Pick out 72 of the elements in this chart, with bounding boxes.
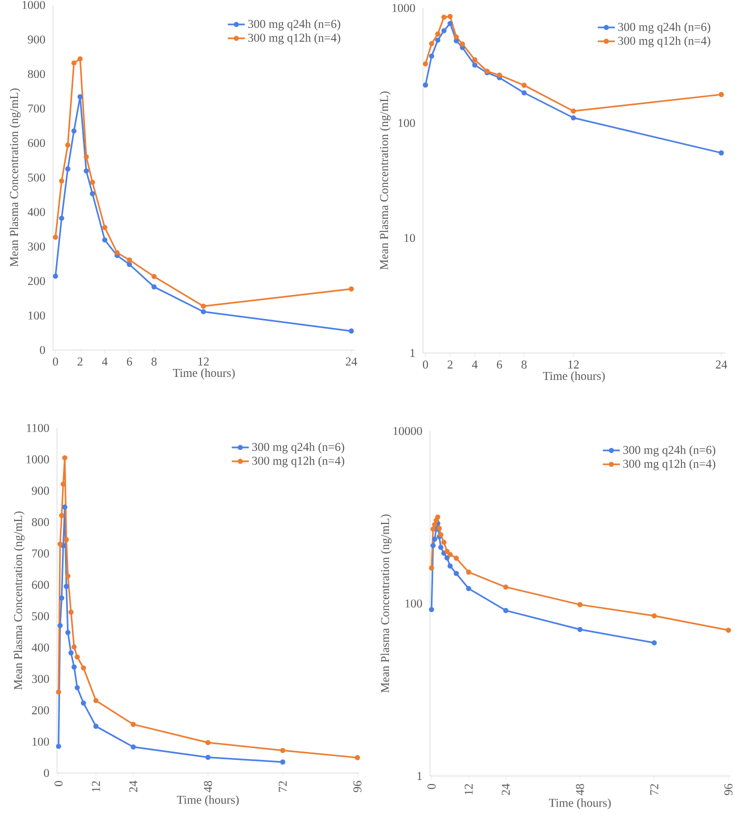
y-tick-label: 1 [418, 772, 422, 780]
x-tick-label: 96 [724, 784, 732, 796]
x-axis-title: Time (hours) [172, 368, 235, 380]
x-tick-label: 24 [346, 358, 358, 366]
y-tick-label: 600 [32, 580, 50, 589]
y-axis-title: Mean Plasma Concentration (ng/mL) [14, 512, 25, 690]
x-tick-label: 12 [464, 784, 473, 794]
legend-label: 300 mg q12h (n=4) [623, 459, 716, 470]
x-tick-label: 48 [576, 784, 584, 796]
y-tick-label: 1000 [22, 0, 45, 10]
y-tick-label: 100 [28, 311, 45, 320]
y-tick-label: 500 [28, 173, 45, 182]
x-tick-label: 48 [204, 780, 212, 792]
x-tick-label: 8 [152, 358, 157, 366]
legend-label: 300 mg q12h (n=4) [248, 33, 340, 44]
x-tick-label: 24 [716, 360, 728, 368]
legend-label: 300 mg q24h (n=6) [248, 20, 340, 30]
x-tick-label: 12 [568, 360, 579, 368]
x-tick-label: 8 [522, 360, 527, 369]
x-axis-title: Time (hours) [542, 371, 605, 382]
x-tick-label: 72 [278, 781, 287, 792]
y-tick-label: 10 [404, 234, 415, 242]
y-tick-label: 400 [28, 208, 45, 216]
x-tick-label: 0 [54, 780, 63, 786]
x-tick-label: 4 [472, 360, 478, 368]
x-tick-label: 72 [650, 784, 658, 795]
x-tick-label: 0 [422, 360, 428, 369]
x-tick-label: 4 [102, 358, 108, 366]
x-tick-label: 2 [448, 360, 452, 368]
x-tick-label: 96 [353, 780, 362, 792]
y-tick-label: 800 [32, 518, 50, 526]
legend-label: 300 mg q24h (n=6) [623, 446, 716, 456]
y-axis-title: Mean Plasma Concentration (ng/mL) [10, 88, 21, 267]
y-tick-label: 300 [28, 242, 45, 251]
x-axis-title: Time (hours) [176, 795, 239, 806]
y-tick-label: 600 [28, 138, 45, 148]
y-tick-label: 100 [398, 118, 415, 128]
legend-label: 300 mg q24h (n=6) [618, 22, 710, 34]
y-tick-label: 200 [28, 276, 45, 286]
x-tick-label: 2 [78, 358, 82, 366]
x-tick-label: 12 [198, 358, 209, 366]
y-tick-label: 1000 [392, 4, 415, 12]
legend-label: 300 mg q12h (n=4) [618, 36, 710, 48]
y-axis-title: Mean Plasma Concentration (ng/mL) [380, 92, 391, 270]
x-tick-label: 12 [92, 781, 100, 792]
y-tick-label: 700 [28, 104, 45, 113]
y-tick-label: 200 [32, 706, 50, 714]
legend-label: 300 mg q12h (n=4) [252, 456, 344, 468]
x-axis-title: Time (hours) [548, 798, 611, 810]
y-tick-label: 1 [410, 349, 415, 357]
x-tick-label: 0 [427, 784, 436, 790]
y-tick-label: 100 [32, 738, 50, 746]
y-tick-label: 1100 [26, 424, 50, 432]
x-tick-label: 24 [502, 784, 510, 795]
y-tick-label: 500 [32, 612, 50, 620]
y-tick-label: 900 [28, 35, 45, 44]
y-axis-title: Mean Plasma Concentration (ng/mL) [380, 514, 392, 693]
y-tick-label: 10000 [394, 426, 422, 436]
x-tick-label: 0 [52, 358, 58, 366]
y-tick-label: 0 [40, 346, 45, 354]
x-tick-label: 24 [129, 780, 138, 792]
y-tick-label: 0 [44, 768, 50, 778]
legend-label: 300 mg q24h (n=6) [252, 442, 344, 454]
x-tick-label: 6 [126, 358, 132, 366]
y-tick-label: 1000 [26, 455, 50, 464]
y-tick-label: 900 [32, 486, 50, 495]
y-tick-label: 100 [406, 599, 422, 608]
y-tick-label: 400 [32, 643, 50, 652]
x-tick-label: 6 [496, 360, 502, 369]
y-tick-label: 700 [32, 549, 50, 558]
y-tick-label: 300 [32, 674, 50, 683]
y-tick-label: 800 [28, 70, 45, 78]
